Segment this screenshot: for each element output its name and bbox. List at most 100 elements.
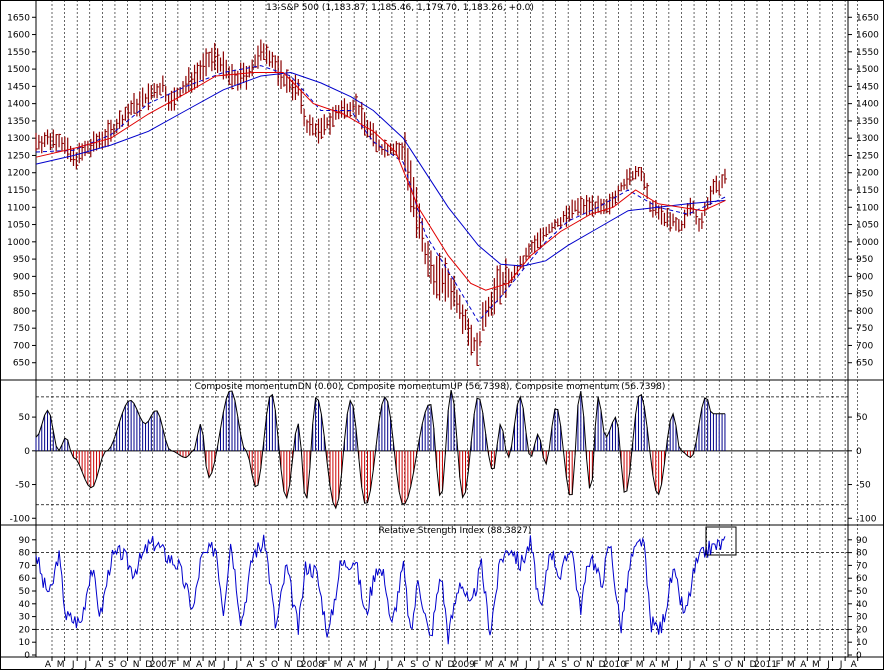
rsi-highlight-box [705, 526, 737, 556]
x-tick-label: M [636, 660, 644, 670]
x-tick-label: N [737, 660, 744, 670]
price-y-axis-left: 6507007508008509009501000105011001150120… [7, 0, 37, 657]
rsi-y-axis-left: 90 80 70 60 50 40 30 20 10 0 [19, 536, 36, 661]
rsi-y-axis-right: 90 80 70 60 50 40 30 20 10 0 [848, 536, 868, 661]
momentum-panel: Composite momentumDN (0.00), Composite m… [10, 382, 877, 524]
x-tick-label: D [750, 660, 757, 670]
x-tick-label: F [171, 660, 176, 670]
y-tick-label: 0 [856, 447, 862, 457]
x-tick-label: 2011 [754, 660, 777, 670]
y-tick-label: 1450 [7, 82, 30, 92]
x-tick-label: A [95, 660, 102, 670]
x-tick-label: M [485, 660, 493, 670]
x-tick-label: A [498, 660, 505, 670]
y-tick-label: 750 [13, 324, 30, 334]
y-tick-label: 1650 [7, 13, 30, 23]
y-tick-label: 1400 [856, 100, 879, 110]
x-tick-label: 2010 [603, 660, 626, 670]
x-tick-label: J [386, 660, 390, 670]
x-tick-label: A [196, 660, 203, 670]
y-tick-label: 1200 [856, 169, 879, 179]
x-tick-label: M [183, 660, 191, 670]
y-tick-label: 1150 [856, 186, 879, 196]
y-tick-label: 30 [856, 613, 868, 623]
x-tick-label: J [71, 660, 75, 670]
x-tick-label: F [322, 660, 327, 670]
x-tick-label: A [397, 660, 404, 670]
x-tick-label: M [510, 660, 518, 670]
y-tick-label: 1600 [856, 31, 879, 41]
y-tick-label: 70 [19, 561, 31, 571]
x-tick-label: O [724, 660, 731, 670]
x-tick-label: D [145, 660, 152, 670]
y-tick-label: 950 [856, 255, 873, 265]
x-tick-label: 2007 [150, 660, 173, 670]
y-tick-label: 1650 [856, 13, 879, 23]
y-tick-label: 700 [856, 341, 873, 351]
x-tick-label: O [120, 660, 127, 670]
y-tick-label: 1350 [856, 117, 879, 127]
y-tick-label: 950 [13, 255, 30, 265]
momentum-line [35, 389, 725, 510]
momentum-title: Composite momentumDN (0.00), Composite m… [195, 382, 666, 392]
x-tick-label: J [675, 660, 679, 670]
y-tick-label: 1200 [7, 169, 30, 179]
x-tick-label: M [661, 660, 669, 670]
x-tick-label: J [688, 660, 692, 670]
y-tick-label: 1450 [856, 82, 879, 92]
x-tick-label: S [259, 660, 265, 670]
x-tick-label: S [561, 660, 567, 670]
x-tick-label: D [598, 660, 605, 670]
y-tick-label: 1050 [7, 221, 30, 231]
y-tick-label: 850 [856, 290, 873, 300]
x-tick-label: A [800, 660, 807, 670]
x-tick-label: F [625, 660, 630, 670]
x-tick-label: J [83, 660, 87, 670]
x-tick-label: A [700, 660, 707, 670]
y-tick-label: 1300 [856, 134, 879, 144]
y-tick-label: -50 [856, 481, 871, 491]
x-tick-label: F [776, 660, 781, 670]
x-tick-label: D [296, 660, 303, 670]
y-tick-label: -100 [856, 514, 877, 524]
x-tick-label: J [839, 660, 843, 670]
x-tick-label: A [851, 660, 858, 670]
y-tick-label: 0 [24, 447, 30, 457]
x-tick-label: 2009 [452, 660, 475, 670]
x-tick-label: N [586, 660, 593, 670]
momentum-y-axis-right: 50 0 -50 -100 [848, 413, 877, 524]
y-tick-label: -50 [15, 481, 30, 491]
y-tick-label: 0 [24, 651, 30, 661]
x-tick-label: M [334, 660, 342, 670]
y-tick-label: 50 [856, 587, 868, 597]
y-tick-label: 1100 [856, 203, 879, 213]
y-tick-label: 850 [13, 290, 30, 300]
y-tick-label: 1250 [7, 151, 30, 161]
y-tick-label: 60 [19, 574, 31, 584]
x-tick-label: O [271, 660, 278, 670]
y-tick-label: 90 [19, 536, 31, 546]
x-tick-label: M [812, 660, 820, 670]
vertical-grid [51, 0, 859, 657]
y-tick-label: 700 [13, 341, 30, 351]
y-tick-label: 1400 [7, 100, 30, 110]
y-tick-label: 800 [13, 307, 30, 317]
x-tick-label: O [573, 660, 580, 670]
y-tick-label: 750 [856, 324, 873, 334]
y-tick-label: 1150 [7, 186, 30, 196]
y-tick-label: 50 [856, 413, 868, 423]
x-tick-label: A [347, 660, 354, 670]
x-tick-label: N [284, 660, 291, 670]
y-tick-label: -100 [10, 514, 31, 524]
y-tick-label: 900 [856, 272, 873, 282]
x-tick-label: S [712, 660, 718, 670]
y-tick-label: 650 [13, 359, 30, 369]
moving-average-blue [35, 71, 726, 267]
x-tick-label: A [45, 660, 52, 670]
y-tick-label: 10 [856, 638, 868, 648]
y-tick-label: 80 [856, 549, 868, 559]
x-tick-label: 2008 [301, 660, 324, 670]
x-tick-label: J [373, 660, 377, 670]
rsi-panel: Relative Strength Index (88.3827) 90 80 70… [19, 526, 868, 661]
